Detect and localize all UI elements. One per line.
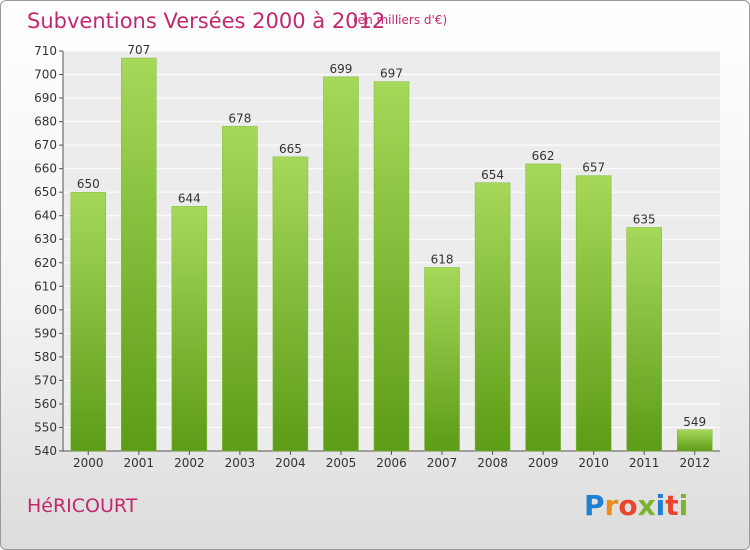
y-tick-label: 600 bbox=[34, 303, 57, 317]
logo-letter: o bbox=[618, 489, 638, 522]
chart-title: Subventions Versées 2000 à 2012 bbox=[27, 9, 386, 33]
x-tick-label: 2007 bbox=[427, 456, 458, 470]
bar-2003 bbox=[222, 126, 258, 452]
y-tick-label: 650 bbox=[34, 185, 57, 199]
bar-2009 bbox=[525, 163, 561, 452]
logo-letter: i bbox=[655, 489, 666, 522]
y-tick-label: 570 bbox=[34, 373, 57, 387]
x-tick-label: 2001 bbox=[124, 456, 155, 470]
y-tick-label: 620 bbox=[34, 256, 57, 270]
bar-2001 bbox=[121, 57, 157, 452]
data-label-2008: 654 bbox=[481, 168, 504, 182]
bar-2011 bbox=[626, 227, 662, 452]
y-tick-label: 670 bbox=[34, 138, 57, 152]
logo-letter: t bbox=[665, 489, 679, 522]
y-tick-label: 660 bbox=[34, 162, 57, 176]
data-label-2006: 697 bbox=[380, 67, 403, 81]
bar-2008 bbox=[474, 182, 511, 452]
x-tick-label: 2004 bbox=[275, 456, 306, 470]
bar-2012 bbox=[676, 429, 713, 452]
x-tick-label: 2003 bbox=[225, 456, 256, 470]
data-label-2002: 644 bbox=[178, 191, 201, 205]
commune-name: HéRICOURT bbox=[27, 495, 138, 517]
y-tick-label: 690 bbox=[34, 91, 57, 105]
x-tick-label: 2008 bbox=[477, 456, 508, 470]
x-tick-label: 2012 bbox=[679, 456, 710, 470]
bar-2005 bbox=[323, 76, 359, 452]
data-label-2003: 678 bbox=[228, 111, 251, 125]
x-tick-label: 2010 bbox=[578, 456, 609, 470]
bar-2006 bbox=[373, 81, 410, 452]
data-label-2009: 662 bbox=[532, 149, 555, 163]
y-tick-label: 560 bbox=[34, 397, 57, 411]
y-tick-label: 700 bbox=[34, 68, 57, 82]
x-tick-label: 2009 bbox=[528, 456, 559, 470]
data-label-2007: 618 bbox=[431, 252, 454, 266]
x-tick-label: 2006 bbox=[376, 456, 407, 470]
data-label-2010: 657 bbox=[582, 161, 605, 175]
data-label-2000: 650 bbox=[77, 177, 100, 191]
logo-letter: r bbox=[604, 489, 619, 522]
bar-2002 bbox=[171, 206, 208, 452]
data-label-2005: 699 bbox=[330, 62, 353, 76]
y-tick-label: 540 bbox=[34, 444, 57, 458]
y-tick-label: 640 bbox=[34, 209, 57, 223]
data-label-2004: 665 bbox=[279, 142, 302, 156]
unit-label: (en milliers d'€) bbox=[353, 13, 448, 27]
bar-2000 bbox=[70, 191, 107, 452]
x-tick-label: 2005 bbox=[326, 456, 357, 470]
y-tick-label: 630 bbox=[34, 232, 57, 246]
data-label-2012: 549 bbox=[683, 415, 706, 429]
y-tick-label: 580 bbox=[34, 350, 57, 364]
data-label-2011: 635 bbox=[633, 212, 656, 226]
logo-letter: x bbox=[637, 489, 656, 522]
x-tick-label: 2000 bbox=[73, 456, 104, 470]
bar-2010 bbox=[575, 175, 612, 452]
bar-2004 bbox=[272, 156, 309, 452]
y-tick-label: 590 bbox=[34, 326, 57, 340]
bar-2007 bbox=[424, 267, 460, 452]
y-tick-label: 680 bbox=[34, 115, 57, 129]
logo-letter: P bbox=[584, 489, 605, 522]
x-tick-label: 2002 bbox=[174, 456, 205, 470]
x-tick-label: 2011 bbox=[629, 456, 660, 470]
y-tick-label: 610 bbox=[34, 279, 57, 293]
y-tick-label: 710 bbox=[34, 44, 57, 58]
logo-letter: i bbox=[678, 489, 689, 522]
data-label-2001: 707 bbox=[127, 43, 150, 57]
proxiti-logo: Proxiti bbox=[584, 489, 694, 525]
y-tick-label: 550 bbox=[34, 420, 57, 434]
